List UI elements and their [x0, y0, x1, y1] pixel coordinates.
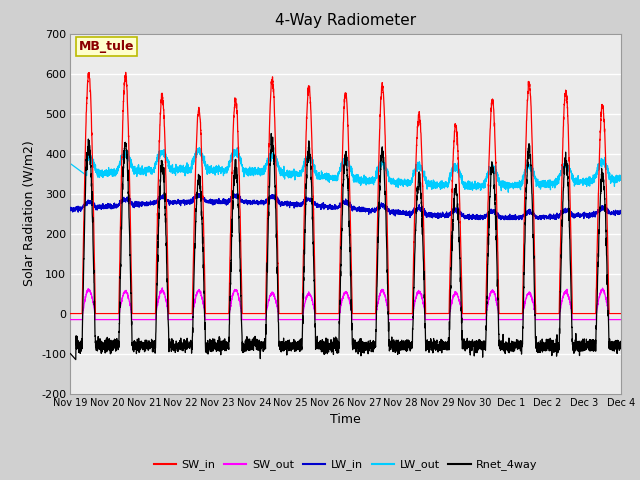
- LW_out: [616, 175, 624, 181]
- LW_in: [325, 204, 333, 209]
- SW_in: [469, 311, 477, 316]
- SW_out: [438, 317, 446, 323]
- SW_out: [616, 317, 624, 323]
- Line: SW_in: SW_in: [70, 72, 621, 313]
- Title: 4-Way Radiometer: 4-Way Radiometer: [275, 13, 416, 28]
- Legend: SW_in, SW_out, LW_in, LW_out, Rnet_4way: SW_in, SW_out, LW_in, LW_out, Rnet_4way: [149, 455, 542, 475]
- SW_in: [500, 311, 508, 316]
- LW_in: [616, 210, 624, 216]
- LW_in: [465, 216, 472, 222]
- SW_in: [438, 311, 446, 316]
- Rnet_4way: [268, 131, 275, 136]
- Line: SW_out: SW_out: [70, 288, 621, 320]
- LW_out: [325, 173, 333, 179]
- LW_out: [195, 144, 203, 150]
- Rnet_4way: [325, 347, 333, 352]
- LW_out: [166, 165, 173, 170]
- LW_out: [504, 189, 512, 195]
- SW_out: [469, 317, 477, 323]
- X-axis label: Time: Time: [330, 413, 361, 426]
- SW_in: [122, 70, 129, 75]
- Rnet_4way: [469, 342, 477, 348]
- SW_in: [616, 311, 624, 316]
- Line: LW_in: LW_in: [70, 193, 621, 219]
- Rnet_4way: [72, 357, 79, 362]
- LW_in: [438, 209, 446, 215]
- LW_in: [67, 206, 74, 212]
- LW_in: [196, 191, 204, 196]
- SW_out: [617, 317, 625, 323]
- SW_in: [325, 311, 333, 316]
- SW_out: [166, 317, 173, 323]
- SW_out: [325, 317, 333, 323]
- LW_in: [469, 215, 477, 221]
- Text: MB_tule: MB_tule: [79, 40, 134, 53]
- SW_in: [166, 311, 173, 316]
- Rnet_4way: [617, 342, 625, 348]
- SW_in: [67, 311, 74, 316]
- LW_out: [500, 185, 508, 191]
- SW_out: [159, 285, 166, 291]
- Rnet_4way: [616, 346, 624, 352]
- Line: LW_out: LW_out: [70, 147, 621, 192]
- LW_in: [617, 210, 625, 216]
- LW_out: [67, 161, 74, 167]
- Rnet_4way: [500, 340, 508, 346]
- SW_out: [500, 317, 508, 323]
- Line: Rnet_4way: Rnet_4way: [70, 133, 621, 360]
- LW_in: [166, 198, 173, 204]
- LW_in: [500, 216, 508, 222]
- Rnet_4way: [439, 344, 447, 349]
- SW_out: [67, 317, 74, 323]
- Rnet_4way: [67, 351, 74, 357]
- LW_out: [617, 176, 625, 182]
- Y-axis label: Solar Radiation (W/m2): Solar Radiation (W/m2): [22, 141, 36, 287]
- LW_out: [469, 183, 477, 189]
- SW_in: [617, 311, 625, 316]
- Rnet_4way: [166, 344, 173, 349]
- LW_out: [438, 182, 446, 188]
